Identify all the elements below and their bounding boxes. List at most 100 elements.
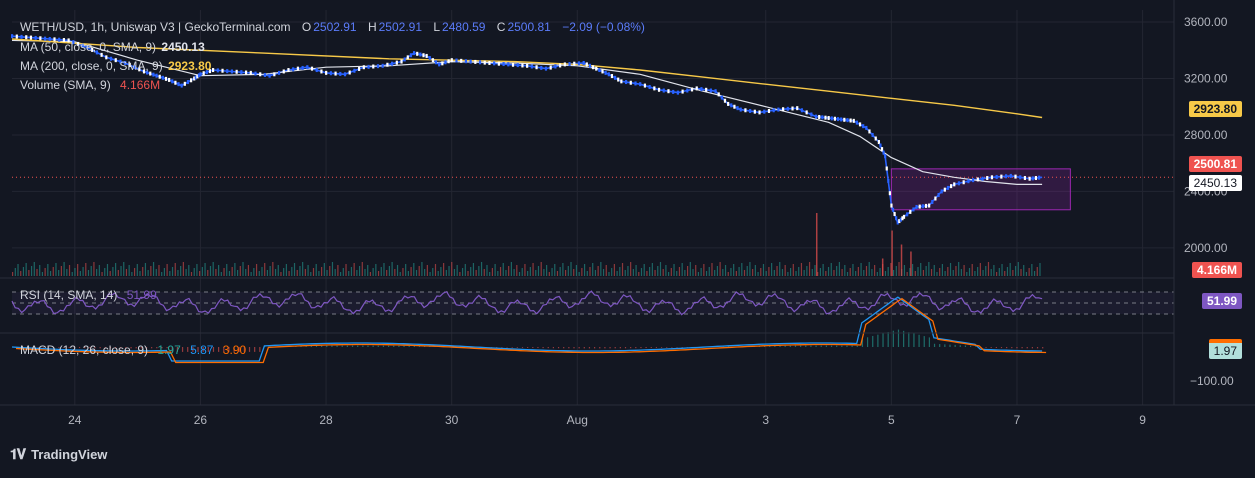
volume-bar (991, 269, 992, 276)
candle (630, 81, 632, 85)
volume-bar (72, 272, 73, 276)
macd-histogram-bar (852, 346, 853, 347)
volume-bar (451, 262, 452, 276)
volume-bar (833, 270, 834, 276)
macd-histogram-bar (357, 346, 358, 347)
volume-bar (738, 267, 739, 276)
volume-bar (630, 262, 631, 276)
volume-bar (841, 269, 842, 276)
candle (824, 116, 826, 120)
volume-bar (717, 266, 718, 276)
volume-bar (652, 263, 653, 276)
ma50-legend[interactable]: MA (50, close, 0, SMA, 9) 2450.13 (20, 40, 207, 54)
macd-histogram-bar (918, 335, 919, 347)
candle (834, 117, 836, 121)
candle (177, 82, 179, 86)
candle (912, 207, 914, 211)
volume-legend[interactable]: Volume (SMA, 9) 4.166M (20, 78, 162, 92)
x-tick-label-2: 28 (319, 413, 333, 427)
volume-bar (229, 271, 230, 276)
candle (903, 215, 905, 219)
volume-bar (462, 268, 463, 276)
candle (589, 64, 591, 68)
candle (311, 67, 313, 71)
volume-bar (606, 265, 607, 276)
volume-bar (20, 271, 21, 276)
candle (320, 69, 322, 73)
macd-histogram-bar (527, 347, 528, 348)
candle (700, 87, 702, 91)
candle (937, 193, 939, 197)
candle (649, 85, 651, 89)
volume-bar (221, 272, 222, 276)
candle (187, 80, 189, 84)
volume-bar (302, 262, 303, 276)
volume-bar (26, 263, 27, 276)
macd-histogram-bar (388, 346, 389, 347)
macd-histogram-bar (846, 346, 847, 347)
volume-bar (242, 262, 243, 276)
volume-bar (120, 266, 121, 276)
candle (448, 59, 450, 63)
tradingview-logo[interactable]: 𝟏𝐕 TradingView (10, 446, 107, 463)
volume-bar (589, 267, 590, 276)
volume-bar (996, 272, 997, 276)
volume-bar (305, 269, 306, 276)
rsi-pane (12, 291, 1174, 315)
volume-bar (649, 267, 650, 276)
volume-bar (324, 263, 325, 276)
volume-bar (551, 268, 552, 276)
volume-bar (329, 266, 330, 276)
volume-bar (419, 266, 420, 276)
volume-bar (291, 267, 292, 276)
volume-bar (82, 267, 83, 276)
candle (893, 212, 895, 216)
volume-bar (999, 268, 1000, 276)
macd-histogram-bar (790, 346, 791, 347)
volume-bar (45, 268, 46, 276)
candle (386, 63, 388, 67)
volume-bar (47, 264, 48, 276)
volume-bar (980, 263, 981, 276)
volume-bar (204, 263, 205, 276)
volume-bar (871, 269, 872, 276)
candle (16, 35, 18, 39)
volume-bar (123, 262, 124, 276)
macd-histogram-bar (1027, 347, 1028, 348)
candle (981, 177, 983, 181)
candle (432, 58, 434, 62)
volume-bar (736, 271, 737, 276)
candle (349, 71, 351, 75)
volume-bar (175, 263, 176, 276)
price-tick-label-2: 2800.00 (1184, 128, 1228, 142)
volume-bar (373, 268, 374, 276)
volume-bar (546, 265, 547, 276)
ma200-legend[interactable]: MA (200, close, 0, SMA, 9) 2923.80 (20, 59, 213, 73)
volume-spike-4 (910, 252, 912, 277)
macd-histogram-bar (661, 347, 662, 348)
volume-bar (42, 272, 43, 276)
volume-bar (435, 264, 436, 276)
candle (667, 89, 669, 93)
volume-bar (359, 266, 360, 276)
candle (264, 73, 266, 77)
candle (608, 72, 610, 76)
rsi-label: RSI (14, SMA, 14) (20, 288, 117, 302)
candle (605, 71, 607, 75)
macd-legend[interactable]: MACD (12, 26, close, 9) 1.97 5.87 3.90 (20, 343, 248, 357)
rsi-legend[interactable]: RSI (14, SMA, 14) 51.99 (20, 288, 159, 302)
candle (344, 72, 346, 76)
candle (598, 68, 600, 72)
volume-bar (955, 266, 956, 276)
candle (862, 124, 864, 128)
macd-histogram-bar (651, 347, 652, 348)
volume-bar (91, 266, 92, 276)
volume-bar (676, 271, 677, 276)
candle (25, 35, 27, 39)
candle (236, 70, 238, 74)
macd-histogram-bar (558, 347, 559, 348)
volume-bar (896, 266, 897, 276)
candle (278, 71, 280, 75)
volume-bar (690, 262, 691, 276)
